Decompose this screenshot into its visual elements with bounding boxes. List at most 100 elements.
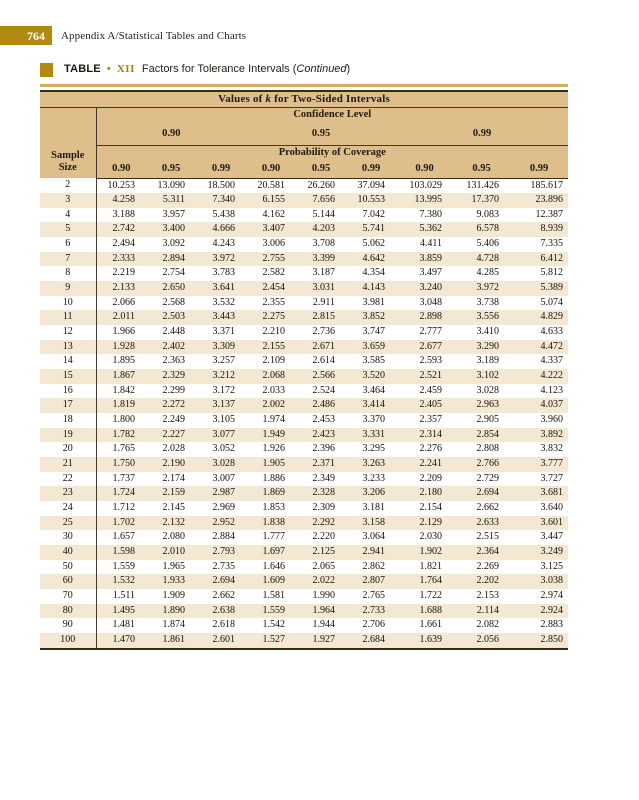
k-value-cell: 3.006 bbox=[262, 238, 286, 250]
k-value-cell: 1.559 bbox=[246, 603, 296, 619]
k-value-cell: 3.727 bbox=[540, 472, 564, 484]
sample-size-line2: Size bbox=[58, 162, 77, 173]
k-value-cell: 2.129 bbox=[396, 515, 453, 531]
k-value-cell: 2.736 bbox=[312, 326, 336, 338]
coverage-header: 0.95 bbox=[453, 160, 510, 179]
k-value-cell: 5.741 bbox=[346, 222, 396, 238]
k-value-cell: 9.083 bbox=[476, 208, 500, 220]
k-value-cell: 2.033 bbox=[262, 384, 286, 396]
k-value-cell: 2.174 bbox=[162, 472, 186, 484]
k-value-cell: 2.974 bbox=[540, 589, 564, 601]
k-value-cell: 1.481 bbox=[95, 618, 146, 633]
table-row: 22 1.737 2.174 3.007 1.886 2.349 3.233 2.209 2.7… bbox=[40, 471, 568, 487]
k-value-cell: 2.662 bbox=[212, 589, 236, 601]
k-value-cell: 1.527 bbox=[246, 632, 296, 649]
table-row: 25 1.702 2.132 2.952 1.838 2.292 3.158 2.129 2.6… bbox=[40, 515, 569, 531]
k-value-cell: 1.559 bbox=[95, 559, 146, 575]
k-value-cell: 4.728 bbox=[453, 251, 510, 267]
sample-size-cell: 9 bbox=[40, 281, 96, 296]
k-value-cell: 2.125 bbox=[296, 544, 346, 560]
k-value-cell: 2.521 bbox=[396, 369, 453, 384]
k-value-cell: 3.640 bbox=[540, 501, 564, 513]
k-value-cell: 4.258 bbox=[95, 193, 146, 208]
k-value-cell: 2.898 bbox=[396, 310, 453, 326]
k-value-cell: 1.867 bbox=[95, 369, 146, 384]
k-value-cell: 20.581 bbox=[257, 179, 286, 191]
k-value-cell: 2.314 bbox=[396, 427, 453, 443]
k-value-cell: 2.694 bbox=[196, 574, 246, 589]
k-value-cell: 13.995 bbox=[396, 193, 453, 208]
k-value-cell: 5.406 bbox=[476, 238, 500, 250]
k-value-cell: 2.614 bbox=[312, 355, 336, 367]
k-value-cell: 2.423 bbox=[296, 427, 346, 443]
page-number-badge: 764 bbox=[0, 26, 52, 45]
k-value-cell: 2.269 bbox=[476, 560, 500, 572]
k-value-cell: 4.037 bbox=[510, 398, 569, 413]
k-value-cell: 2.884 bbox=[212, 531, 236, 543]
k-value-cell: 5.074 bbox=[540, 296, 564, 308]
k-value-cell: 1.990 bbox=[312, 589, 336, 601]
k-value-cell: 2.219 bbox=[95, 266, 146, 282]
k-value-cell: 1.470 bbox=[95, 632, 146, 649]
k-value-cell: 3.331 bbox=[346, 427, 396, 443]
sample-size-cell: 50 bbox=[62, 560, 73, 572]
k-value-cell: 1.974 bbox=[262, 414, 286, 425]
k-value-cell: 1.853 bbox=[262, 501, 286, 513]
k-value-cell: 3.092 bbox=[162, 238, 186, 250]
k-value-cell: 3.832 bbox=[540, 443, 564, 455]
k-value-cell: 1.724 bbox=[95, 486, 146, 501]
k-value-cell: 2.272 bbox=[146, 398, 196, 413]
k-value-cell: 17.370 bbox=[453, 193, 510, 208]
k-value-cell: 3.105 bbox=[212, 414, 236, 425]
k-value-cell: 4.472 bbox=[510, 339, 569, 355]
k-value-cell: 3.038 bbox=[510, 574, 569, 589]
k-value-cell: 2.638 bbox=[196, 603, 246, 619]
k-value-cell: 1.646 bbox=[262, 560, 286, 572]
k-value-cell: 3.290 bbox=[453, 339, 510, 355]
k-value-cell: 1.869 bbox=[246, 486, 296, 501]
table-row: 13 1.928 2.402 3.309 2.155 2.671 3.659 2.677 3.2… bbox=[40, 339, 569, 355]
k-value-cell: 3.601 bbox=[510, 515, 569, 531]
table-row: 17 1.819 2.272 3.137 2.002 2.486 3.414 2.405 2.9… bbox=[40, 398, 569, 413]
k-value-cell: 1.511 bbox=[95, 588, 146, 604]
k-value-cell: 2.568 bbox=[162, 296, 186, 308]
k-value-cell: 2.924 bbox=[510, 603, 569, 619]
k-value-cell: 1.800 bbox=[95, 413, 146, 428]
k-value-cell: 2.662 bbox=[476, 501, 500, 513]
k-value-cell: 1.965 bbox=[162, 560, 186, 572]
sample-size-cell: 25 bbox=[40, 515, 96, 531]
k-value-cell: 3.892 bbox=[510, 427, 569, 443]
k-value-cell: 2.275 bbox=[246, 310, 296, 326]
k-value-cell: 2.963 bbox=[453, 398, 510, 413]
k-value-cell: 2.448 bbox=[162, 326, 186, 338]
k-value-cell: 1.933 bbox=[146, 574, 196, 589]
k-value-cell: 2.742 bbox=[95, 222, 146, 238]
table-row: 60 1.532 1.933 2.694 1.609 2.022 2.807 1.764 2.2… bbox=[40, 574, 569, 589]
k-value-cell: 2.766 bbox=[453, 456, 510, 472]
k-value-cell: 2.022 bbox=[296, 574, 346, 589]
k-value-cell: 2.494 bbox=[95, 237, 146, 252]
table-row: 4 3.188 3.957 5.438 4.162 5.144 7.042 7.380 9.08… bbox=[40, 207, 568, 223]
k-value-cell: 18.500 bbox=[207, 179, 236, 191]
k-value-cell: 2.815 bbox=[296, 310, 346, 326]
k-value-cell: 1.949 bbox=[246, 427, 296, 443]
k-value-cell: 26.260 bbox=[307, 179, 336, 191]
k-value-cell: 2.524 bbox=[312, 384, 336, 396]
coverage-headers-row: 0.90 0.95 0.99 0.90 0.95 0.99 0.90 0.95 … bbox=[40, 160, 569, 179]
k-value-cell: 2.515 bbox=[476, 531, 500, 543]
k-value-cell: 2.133 bbox=[95, 281, 146, 296]
k-value-cell: 4.354 bbox=[362, 267, 386, 279]
k-value-cell: 2.292 bbox=[296, 515, 346, 531]
table-caption-suffix: ) bbox=[346, 63, 351, 75]
k-value-cell: 3.777 bbox=[510, 456, 569, 472]
values-title-prefix: Values of bbox=[218, 93, 266, 106]
k-value-cell: 2.154 bbox=[419, 501, 443, 513]
k-value-cell: 4.203 bbox=[296, 222, 346, 238]
k-value-cell: 2.065 bbox=[312, 560, 336, 572]
table-row: 50 1.559 1.965 2.735 1.646 2.065 2.862 1.821 2.2… bbox=[40, 559, 568, 575]
table-row: 9 2.133 2.650 3.641 2.454 3.031 4.143 3.240 3.97… bbox=[40, 281, 569, 296]
k-value-cell: 2.402 bbox=[146, 339, 196, 355]
table-row: 7 2.333 2.894 3.972 2.755 3.399 4.642 3.859 4.72… bbox=[40, 251, 569, 267]
k-value-cell: 1.928 bbox=[95, 339, 146, 355]
k-value-cell: 3.399 bbox=[296, 251, 346, 267]
